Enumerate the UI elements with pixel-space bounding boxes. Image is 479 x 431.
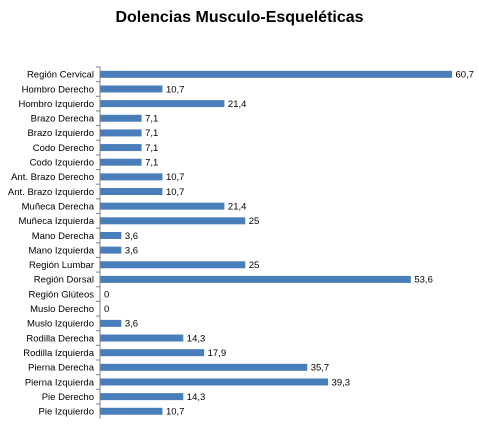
bar: [100, 100, 225, 108]
value-label: 7,1: [145, 114, 158, 125]
bar: [100, 261, 246, 269]
bar: [100, 246, 122, 254]
value-label: 25: [249, 260, 260, 271]
bar: [100, 319, 122, 327]
value-label: 17,9: [208, 348, 227, 359]
category-label: Pierna Izquierda: [25, 377, 95, 388]
bar: [100, 144, 142, 152]
value-label: 21,4: [228, 201, 247, 212]
category-label: Pierna Derecha: [28, 363, 95, 374]
category-label: Brazo Izquierdo: [27, 128, 94, 139]
bar: [100, 70, 452, 78]
category-label: Muñeca Derecha: [22, 201, 95, 212]
category-label: Pie Izquierdo: [39, 407, 94, 418]
category-label: Mano Derecha: [32, 231, 95, 242]
bar: [100, 85, 163, 93]
category-label: Rodilla Izquierda: [23, 348, 94, 359]
category-label: Región Cervical: [27, 70, 94, 81]
bar: [100, 202, 225, 210]
value-label: 7,1: [145, 128, 158, 139]
value-label: 7,1: [145, 143, 158, 154]
value-label: 14,3: [187, 392, 206, 403]
category-label: Región Glúteos: [29, 289, 95, 300]
category-label: Brazo Derecha: [31, 114, 95, 125]
bar: [100, 334, 184, 342]
category-label: Rodilla Derecha: [26, 333, 94, 344]
category-label: Hombro Izquierdo: [18, 99, 94, 110]
bar: [100, 114, 142, 122]
category-label: Región Dorsal: [34, 275, 94, 286]
value-label: 3,6: [125, 231, 138, 242]
value-label: 10,7: [166, 187, 185, 198]
value-label: 10,7: [166, 84, 185, 95]
value-label: 14,3: [187, 333, 206, 344]
bar: [100, 378, 329, 386]
category-label: Ant. Brazo Izquierdo: [8, 187, 94, 198]
value-label: 21,4: [228, 99, 247, 110]
bar: [100, 349, 205, 357]
value-label: 39,3: [332, 377, 351, 388]
category-label: Ant. Brazo Derecho: [11, 172, 94, 183]
bar: [100, 217, 246, 225]
value-label: 10,7: [166, 407, 185, 418]
value-label: 0: [104, 289, 109, 300]
value-label: 25: [249, 216, 260, 227]
value-label: 60,7: [455, 70, 474, 81]
bar: [100, 173, 163, 181]
category-label: Pie Derecho: [42, 392, 94, 403]
chart-title: Dolencias Musculo-Esqueléticas: [115, 9, 364, 26]
bar: [100, 188, 163, 196]
value-label: 3,6: [125, 319, 138, 330]
category-label: Hombro Derecho: [22, 84, 94, 95]
bar: [100, 275, 411, 283]
value-label: 35,7: [311, 363, 330, 374]
category-label: Codo Derecho: [33, 143, 94, 154]
bar: [100, 158, 142, 166]
value-label: 0: [104, 304, 109, 315]
bar: [100, 129, 142, 137]
value-label: 10,7: [166, 172, 185, 183]
bar: [100, 393, 184, 401]
category-label: Muñeca Izquierda: [18, 216, 94, 227]
category-label: Mano Izquierda: [29, 245, 95, 256]
category-label: Muslo Derecho: [30, 304, 94, 315]
value-label: 3,6: [125, 245, 138, 256]
category-label: Región Lumbar: [29, 260, 94, 271]
value-label: 53,6: [414, 275, 433, 286]
category-label: Codo Izquierdo: [30, 158, 94, 169]
bar: [100, 407, 163, 415]
category-label: Muslo Izquierdo: [27, 319, 94, 330]
bar: [100, 231, 122, 239]
value-label: 7,1: [145, 158, 158, 169]
bar: [100, 363, 308, 371]
